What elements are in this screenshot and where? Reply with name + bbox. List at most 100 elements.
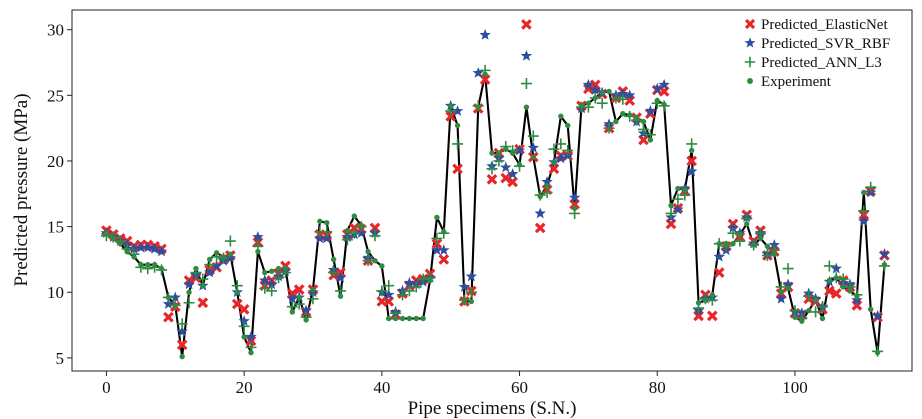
data-point	[241, 334, 247, 340]
chart-marks	[100, 19, 891, 360]
data-point	[544, 183, 550, 189]
data-point	[854, 293, 860, 299]
data-point	[245, 330, 257, 342]
legend-label: Experiment	[761, 74, 832, 90]
data-point	[303, 317, 309, 323]
data-point	[234, 289, 240, 295]
data-point	[468, 298, 475, 305]
data-point	[420, 315, 426, 322]
data-point	[737, 231, 743, 238]
data-point	[441, 229, 447, 235]
data-point	[871, 309, 884, 321]
data-point	[300, 304, 312, 316]
data-point	[837, 273, 849, 285]
y-axis: 5 10 15 20 25 30	[47, 21, 72, 368]
data-point	[365, 248, 371, 255]
data-point	[489, 150, 495, 156]
data-point	[592, 95, 598, 101]
data-point	[865, 181, 877, 193]
data-point	[193, 265, 199, 272]
data-point	[727, 221, 739, 233]
data-point	[668, 202, 674, 209]
data-point	[672, 203, 684, 215]
data-point	[431, 232, 443, 244]
data-point	[537, 193, 543, 200]
y-tick-label: 15	[47, 218, 64, 237]
x-tick-label: 100	[782, 378, 808, 397]
data-point	[293, 298, 305, 310]
data-point	[640, 118, 647, 125]
legend-marker	[744, 37, 756, 48]
data-point	[878, 248, 891, 260]
data-point	[207, 256, 213, 263]
data-point	[259, 274, 271, 286]
data-point	[713, 250, 725, 262]
y-tick-label: 30	[47, 21, 64, 40]
data-point	[486, 163, 498, 175]
legend-marker	[744, 18, 756, 30]
data-point	[847, 288, 853, 294]
data-point	[330, 256, 337, 263]
data-point	[589, 84, 601, 95]
data-point	[782, 263, 794, 275]
data-point	[750, 242, 757, 248]
data-point	[633, 114, 640, 121]
data-point	[406, 315, 413, 322]
data-point	[803, 290, 815, 302]
data-point	[565, 122, 571, 129]
data-point	[578, 103, 585, 109]
x-axis-label: Pipe specimens (S.N.)	[408, 398, 577, 419]
legend-marker	[744, 56, 756, 68]
data-point	[541, 175, 553, 187]
data-point	[661, 101, 667, 108]
data-point	[458, 280, 471, 292]
data-point	[695, 300, 702, 306]
data-point	[713, 267, 725, 278]
data-point	[775, 292, 787, 304]
data-point	[328, 267, 340, 279]
data-point	[824, 285, 835, 297]
data-point	[568, 191, 581, 203]
data-point	[431, 244, 443, 256]
data-point	[761, 249, 773, 261]
data-point	[372, 258, 378, 264]
data-point	[293, 284, 305, 295]
data-point	[172, 302, 178, 309]
data-point	[183, 278, 195, 290]
data-point	[867, 306, 874, 313]
data-point	[262, 269, 268, 276]
data-point	[830, 262, 842, 274]
data-point	[245, 335, 257, 347]
data-point	[410, 281, 422, 293]
data-point	[110, 235, 117, 242]
data-point	[434, 214, 440, 221]
data-point	[658, 78, 670, 90]
data-point	[392, 315, 399, 322]
data-point	[764, 243, 771, 249]
data-point	[103, 230, 110, 236]
data-point	[810, 306, 822, 318]
data-point	[520, 49, 533, 61]
data-point	[344, 227, 351, 234]
data-point	[799, 318, 805, 324]
data-point	[307, 293, 319, 305]
data-point	[396, 289, 408, 301]
data-point	[176, 325, 188, 337]
data-point	[520, 78, 532, 90]
data-point	[627, 112, 633, 118]
data-point	[796, 307, 808, 319]
series-predicted-ann-l3	[100, 64, 890, 357]
data-point	[496, 150, 502, 156]
legend-label: Predicted_SVR_RBF	[761, 36, 890, 52]
data-point	[224, 252, 237, 263]
legend-label: Predicted_ANN_L3	[761, 55, 882, 71]
data-point	[169, 291, 181, 303]
data-point	[617, 93, 629, 105]
data-point	[165, 294, 172, 301]
data-point	[145, 261, 151, 268]
data-point	[162, 298, 175, 309]
data-point	[314, 232, 326, 244]
data-point	[369, 230, 381, 242]
data-point	[610, 92, 622, 104]
legend: Predicted_ElasticNet Predicted_SVR_RBF Pre…	[744, 17, 890, 90]
